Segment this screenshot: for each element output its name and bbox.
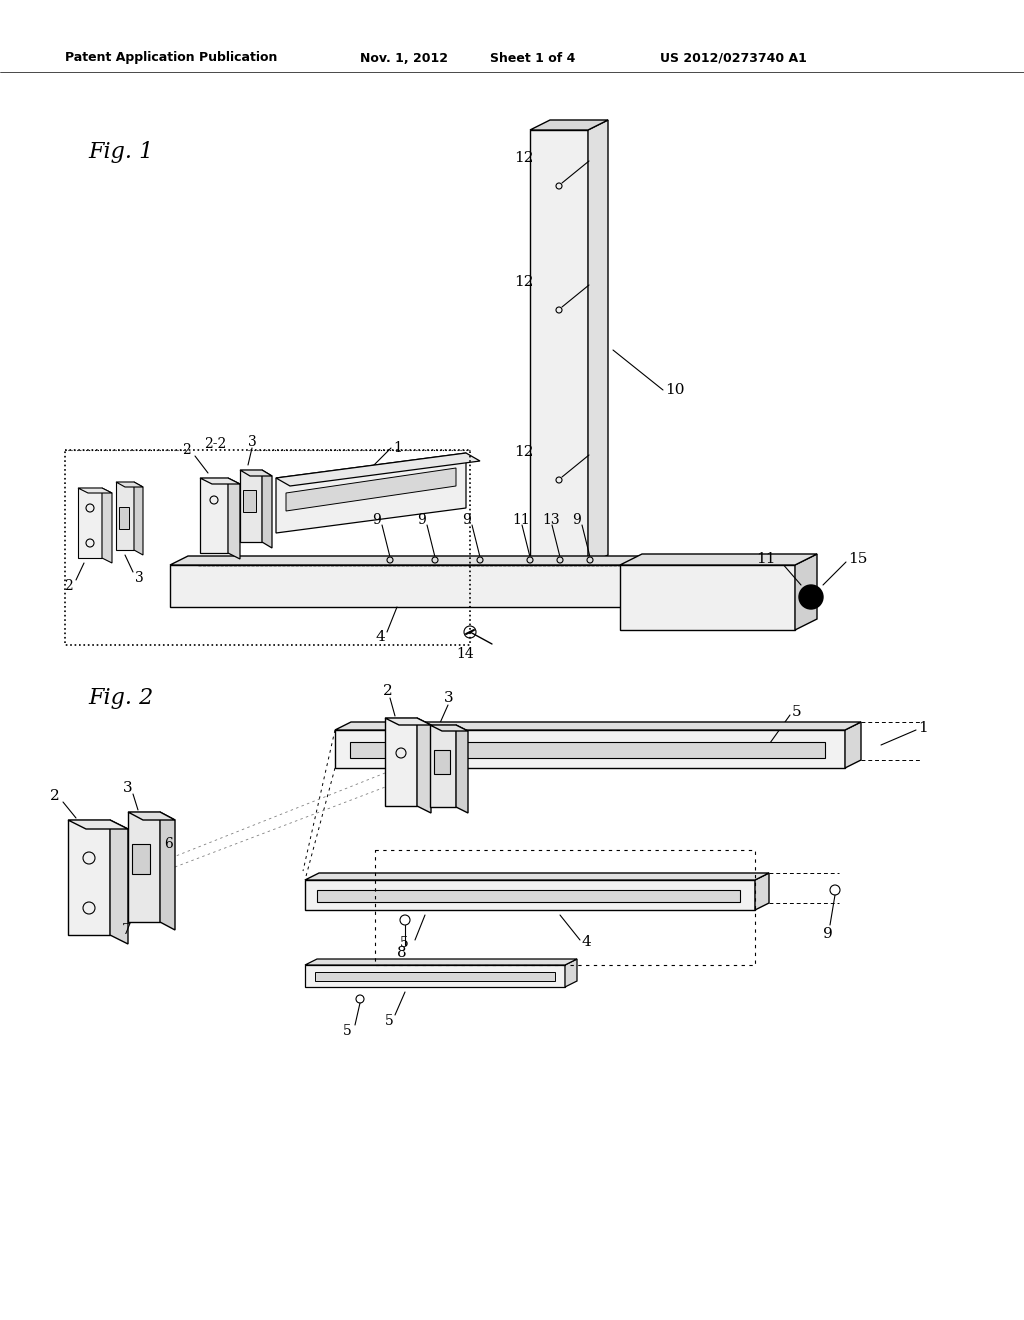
Bar — [132, 843, 150, 874]
Bar — [385, 718, 417, 807]
Polygon shape — [417, 718, 431, 813]
Bar — [128, 812, 160, 921]
Text: 14: 14 — [456, 647, 474, 661]
Text: 1: 1 — [393, 441, 401, 455]
Bar — [68, 820, 110, 935]
Bar — [620, 565, 795, 630]
Bar — [119, 507, 129, 529]
Text: 11: 11 — [512, 513, 529, 527]
Text: Fig. 1: Fig. 1 — [88, 141, 154, 162]
Polygon shape — [286, 469, 456, 511]
Text: 3: 3 — [135, 572, 143, 585]
Text: Sheet 1 of 4: Sheet 1 of 4 — [490, 51, 575, 65]
Polygon shape — [620, 554, 817, 565]
Text: 5: 5 — [343, 1024, 352, 1038]
Text: 5: 5 — [792, 705, 802, 719]
Polygon shape — [116, 482, 143, 487]
Polygon shape — [160, 812, 175, 931]
Text: 9: 9 — [572, 513, 581, 527]
Bar — [200, 478, 228, 553]
Polygon shape — [240, 470, 272, 477]
Polygon shape — [625, 556, 643, 607]
Polygon shape — [170, 556, 643, 565]
Polygon shape — [134, 482, 143, 554]
Polygon shape — [305, 960, 577, 965]
Text: 8: 8 — [397, 946, 407, 960]
Polygon shape — [335, 722, 861, 730]
Polygon shape — [305, 873, 769, 880]
Text: US 2012/0273740 A1: US 2012/0273740 A1 — [660, 51, 807, 65]
Text: 1: 1 — [918, 721, 928, 735]
Text: 6: 6 — [420, 777, 429, 792]
Text: 9: 9 — [823, 927, 833, 941]
Text: 3: 3 — [123, 781, 133, 795]
Polygon shape — [530, 120, 608, 129]
Polygon shape — [350, 742, 825, 758]
Text: 10: 10 — [665, 383, 684, 397]
Text: 2-2: 2-2 — [204, 437, 226, 451]
Bar — [430, 725, 456, 807]
Bar — [116, 482, 134, 550]
Text: 7: 7 — [419, 729, 428, 743]
Text: Fig. 2: Fig. 2 — [88, 686, 154, 709]
Polygon shape — [200, 478, 240, 484]
Polygon shape — [845, 722, 861, 768]
Circle shape — [809, 595, 813, 599]
Polygon shape — [276, 453, 466, 533]
Text: Patent Application Publication: Patent Application Publication — [65, 51, 278, 65]
Bar — [530, 129, 588, 565]
Polygon shape — [317, 890, 740, 902]
Text: 9: 9 — [372, 513, 381, 527]
Text: 11: 11 — [756, 552, 775, 566]
Polygon shape — [430, 725, 468, 731]
Text: 9: 9 — [462, 513, 471, 527]
Polygon shape — [305, 965, 565, 987]
Polygon shape — [385, 718, 431, 725]
Bar — [375, 850, 755, 965]
Text: 2: 2 — [50, 789, 59, 803]
Polygon shape — [102, 488, 112, 564]
Polygon shape — [68, 820, 128, 829]
Circle shape — [805, 591, 817, 603]
Text: 9: 9 — [417, 513, 426, 527]
Bar — [65, 450, 470, 645]
Text: 5: 5 — [400, 936, 409, 950]
Bar — [240, 470, 262, 543]
Polygon shape — [276, 453, 480, 486]
Bar — [243, 490, 256, 512]
Circle shape — [799, 585, 823, 609]
Text: 3: 3 — [248, 436, 257, 449]
Text: 12: 12 — [514, 150, 534, 165]
Polygon shape — [755, 873, 769, 909]
Polygon shape — [565, 960, 577, 987]
Text: 15: 15 — [848, 552, 867, 566]
Text: 12: 12 — [514, 275, 534, 289]
Bar — [78, 488, 102, 558]
Bar — [170, 565, 625, 607]
Text: 2: 2 — [383, 684, 393, 698]
Polygon shape — [262, 470, 272, 548]
Polygon shape — [78, 488, 112, 492]
Polygon shape — [305, 880, 755, 909]
Text: 6: 6 — [164, 837, 173, 851]
Polygon shape — [795, 554, 817, 630]
Polygon shape — [228, 478, 240, 558]
Text: 2: 2 — [63, 579, 73, 593]
Text: 13: 13 — [542, 513, 560, 527]
Polygon shape — [588, 120, 608, 565]
Text: 4: 4 — [375, 630, 385, 644]
Polygon shape — [315, 972, 555, 981]
Polygon shape — [335, 730, 845, 768]
Polygon shape — [110, 820, 128, 944]
Text: 7: 7 — [122, 923, 132, 937]
Text: 12: 12 — [514, 445, 534, 459]
Text: 3: 3 — [444, 690, 454, 705]
Bar — [434, 750, 450, 774]
Text: 5: 5 — [385, 1014, 394, 1028]
Polygon shape — [128, 812, 175, 820]
Text: 4: 4 — [582, 935, 592, 949]
Text: 2: 2 — [182, 444, 190, 457]
Text: Nov. 1, 2012: Nov. 1, 2012 — [360, 51, 449, 65]
Polygon shape — [456, 725, 468, 813]
